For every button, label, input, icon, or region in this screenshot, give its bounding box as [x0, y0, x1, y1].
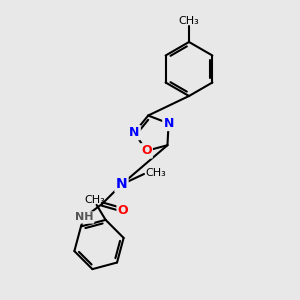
Text: N: N	[116, 178, 127, 191]
Text: CH₃: CH₃	[178, 16, 200, 26]
Text: CH₃: CH₃	[85, 195, 106, 206]
Text: O: O	[118, 203, 128, 217]
Text: O: O	[141, 144, 152, 158]
Text: N: N	[129, 126, 140, 139]
Text: NH: NH	[75, 212, 93, 223]
Text: N: N	[164, 117, 174, 130]
Text: N: N	[116, 178, 127, 191]
Text: N: N	[164, 117, 174, 130]
Text: NH: NH	[75, 212, 93, 223]
Text: O: O	[141, 144, 152, 158]
Text: CH₃: CH₃	[146, 167, 166, 178]
Text: O: O	[118, 203, 128, 217]
Text: N: N	[129, 126, 140, 139]
